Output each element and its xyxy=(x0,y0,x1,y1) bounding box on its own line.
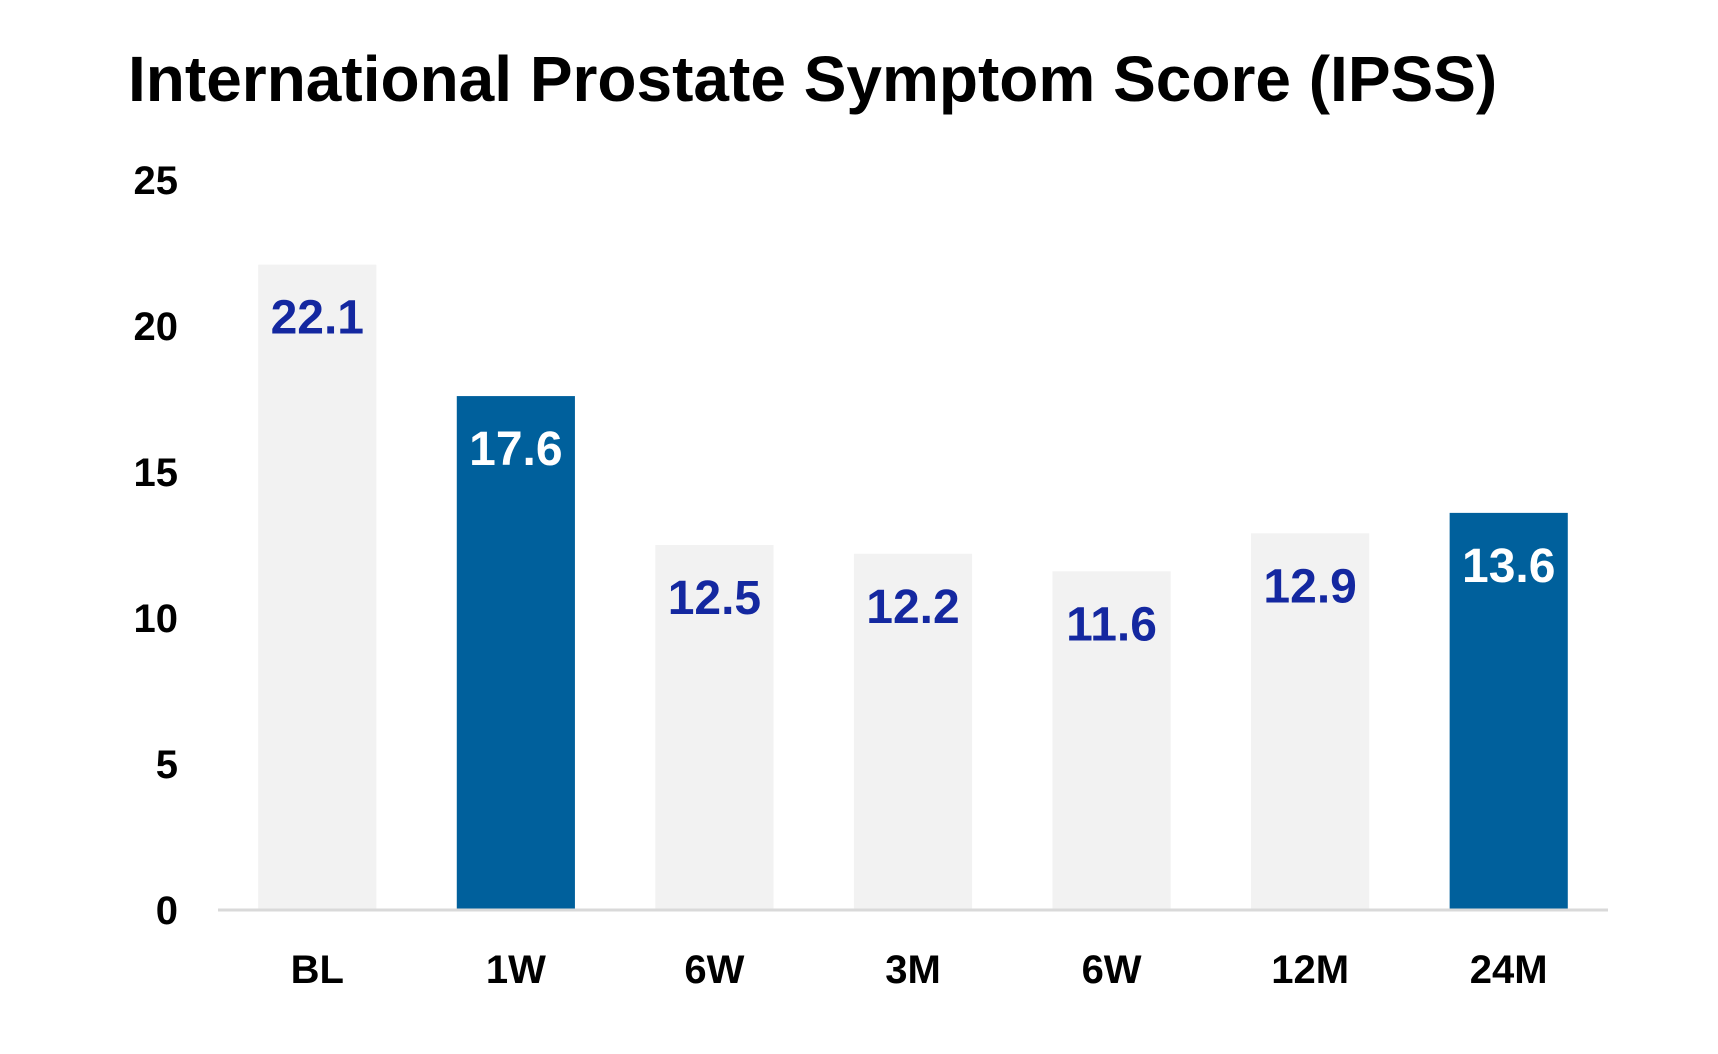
data-labels-group: 22.1 17.6 12.5 12.2 11.6 12.9 13.6 xyxy=(271,292,1556,652)
bar xyxy=(853,553,973,910)
y-axis-ticks: 0 5 10 15 20 25 xyxy=(134,159,179,933)
data-label: 12.2 xyxy=(866,581,959,634)
data-label: 11.6 xyxy=(1066,598,1157,651)
x-tick-label: BL xyxy=(291,948,344,992)
x-axis-ticks: BL 1W 6W 3M 6W 12M 24M xyxy=(291,948,1548,992)
y-tick-label: 15 xyxy=(134,451,179,495)
chart-title: International Prostate Symptom Score (IP… xyxy=(128,43,1498,115)
y-tick-label: 25 xyxy=(134,159,179,203)
y-tick-label: 10 xyxy=(134,597,179,641)
x-tick-label: 6W xyxy=(1082,948,1142,992)
data-label: 22.1 xyxy=(271,292,364,345)
bar xyxy=(1052,571,1171,910)
x-tick-label: 24M xyxy=(1470,948,1548,992)
data-label: 13.6 xyxy=(1462,540,1555,593)
x-tick-label: 3M xyxy=(885,948,941,992)
bar xyxy=(1251,533,1370,910)
y-tick-label: 5 xyxy=(156,743,178,787)
bar xyxy=(1449,512,1568,910)
bar xyxy=(655,545,774,910)
bar xyxy=(456,396,575,911)
y-tick-label: 0 xyxy=(156,889,178,933)
x-tick-label: 12M xyxy=(1271,948,1349,992)
data-label: 12.5 xyxy=(668,572,761,625)
data-label: 17.6 xyxy=(469,423,562,476)
y-tick-label: 20 xyxy=(134,305,179,349)
x-tick-label: 1W xyxy=(486,948,546,992)
data-label: 12.9 xyxy=(1263,560,1356,613)
bar xyxy=(258,264,377,910)
x-tick-label: 6W xyxy=(684,948,744,992)
bars-group xyxy=(258,264,1568,911)
